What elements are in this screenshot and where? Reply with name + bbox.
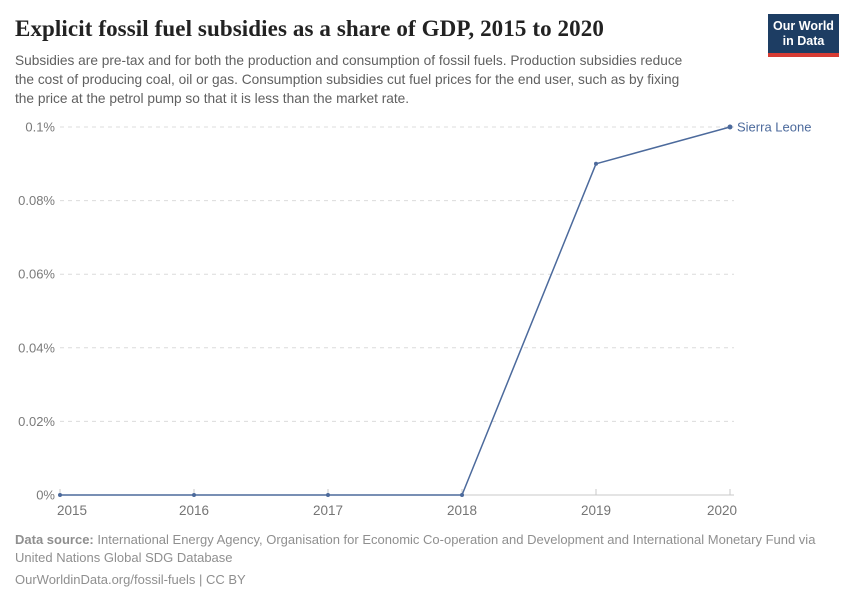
chart-footer: Data source: International Energy Agency… — [15, 531, 835, 589]
series-line[interactable] — [59, 126, 731, 496]
y-tick-label: 0% — [36, 488, 55, 503]
license-link[interactable]: OurWorldinData.org/fossil-fuels | CC BY — [15, 572, 246, 587]
owid-logo-line1: Our World — [773, 19, 834, 33]
y-tick-label: 0.02% — [18, 414, 55, 429]
owid-logo[interactable]: Our World in Data — [768, 14, 839, 57]
data-point-marker[interactable] — [594, 161, 598, 166]
x-tick-label: 2017 — [313, 503, 343, 518]
data-source-note: Data source: International Energy Agency… — [15, 531, 835, 566]
subtitle-line: Subsidies are pre-tax and for both the p… — [15, 53, 683, 68]
x-tick-label: 2018 — [447, 503, 477, 518]
chart-plot-area[interactable]: 0% 0.02% 0.04% 0.06% 0.08% 0.1% 2015 2016 2017 20… — [0, 108, 850, 528]
y-tick-label: 0.1% — [25, 120, 55, 135]
chart-title: Explicit fossil fuel subsidies as a shar… — [15, 16, 604, 41]
y-tick-label: 0.08% — [18, 193, 55, 208]
x-tick-label: 2020 — [707, 503, 737, 518]
x-tick-label: 2015 — [57, 503, 87, 518]
subtitle-line: the price at the petrol pump so that it … — [15, 91, 410, 106]
data-source-label: Data source: — [15, 532, 94, 547]
series-end-label[interactable]: Sierra Leone — [737, 120, 811, 135]
x-tick-label: 2016 — [179, 503, 209, 518]
data-point-marker[interactable] — [727, 124, 733, 130]
data-point-marker[interactable] — [460, 493, 464, 497]
data-point-marker[interactable] — [326, 493, 330, 497]
y-tick-label: 0.04% — [18, 340, 55, 355]
x-tick-label: 2019 — [581, 503, 611, 518]
subtitle-line: the cost of producing coal, oil or gas. … — [15, 72, 680, 87]
data-point-marker[interactable] — [58, 493, 62, 497]
data-source-text: International Energy Agency, Organisatio… — [93, 532, 816, 547]
data-source-text-line2: United Nations Global SDG Database — [15, 549, 233, 565]
data-point-marker[interactable] — [192, 493, 196, 497]
owid-logo-line2: in Data — [782, 34, 825, 48]
chart-subtitle: Subsidies are pre-tax and for both the p… — [15, 51, 775, 108]
y-tick-label: 0.06% — [18, 267, 55, 282]
